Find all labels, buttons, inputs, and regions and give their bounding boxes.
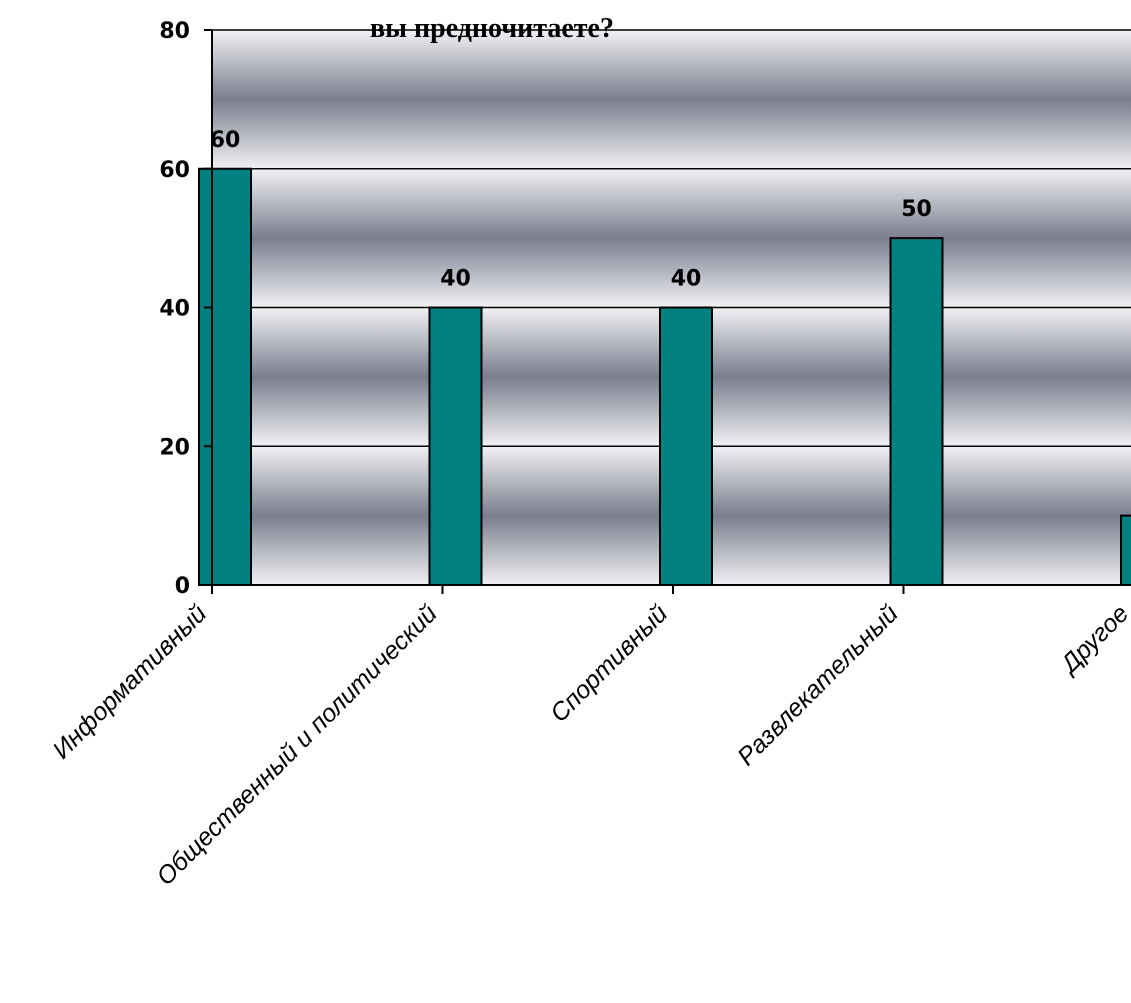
bar bbox=[659, 306, 713, 586]
bars bbox=[198, 167, 1131, 586]
bar bbox=[428, 306, 483, 586]
data-labels: 6040405010 bbox=[210, 128, 932, 292]
y-tick-labels: 0 20 40 60 80 bbox=[159, 19, 190, 599]
axes bbox=[204, 29, 1131, 594]
bar bbox=[1120, 514, 1131, 586]
category-label: Другое bbox=[1054, 599, 1131, 680]
y-tick-label: 0 bbox=[175, 574, 190, 599]
y-tick-label: 20 bbox=[159, 435, 190, 460]
y-tick-label: 40 bbox=[159, 297, 190, 322]
category-label: Спортивный bbox=[545, 599, 673, 727]
y-tick-label: 60 bbox=[159, 158, 190, 183]
category-label: Общественный и политический bbox=[151, 599, 443, 891]
category-label: Информативный bbox=[47, 599, 212, 764]
chart-title: вы предночитаете? bbox=[370, 13, 614, 44]
category-label: Развлекательный bbox=[732, 599, 904, 771]
data-label: 40 bbox=[440, 267, 471, 292]
data-label: 60 bbox=[210, 128, 241, 153]
bar bbox=[198, 167, 252, 586]
data-label: 40 bbox=[671, 267, 702, 292]
y-tick-label: 80 bbox=[159, 19, 190, 44]
data-label: 50 bbox=[901, 197, 932, 222]
bar bbox=[889, 237, 944, 586]
background-band bbox=[212, 168, 1131, 308]
background-band bbox=[212, 30, 1131, 169]
